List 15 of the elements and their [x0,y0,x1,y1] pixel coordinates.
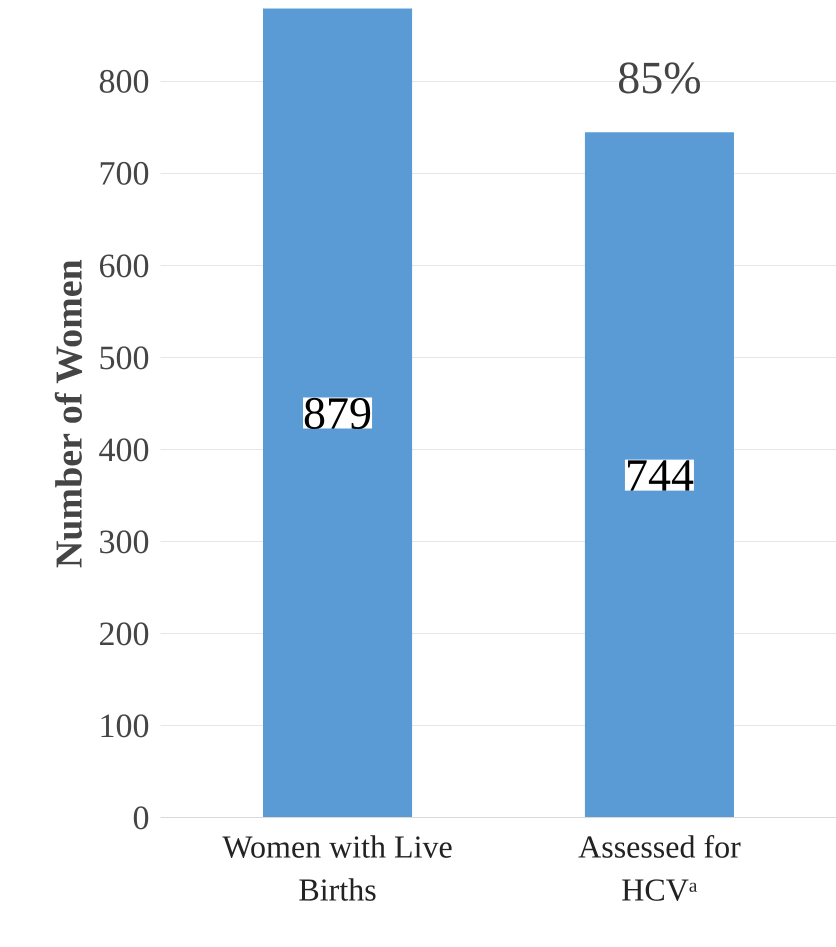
y-tick-label: 500 [98,340,150,377]
y-tick-label: 600 [98,248,150,285]
y-tick-label: 100 [98,708,150,745]
y-tick-label: 200 [98,616,150,653]
annotation: 85% [617,52,702,104]
y-tick-label: 300 [98,524,150,561]
y-tick-label: 0 [132,800,150,837]
y-tick-label: 800 [98,64,150,101]
y-tick-label: 700 [98,156,150,193]
x-tick-label: Assessed for HCVᵃ [578,828,742,908]
data-label: 744 [624,450,694,501]
y-axis-title: Number of Women [48,259,90,568]
y-tick-label: 400 [98,432,150,469]
data-label: 879 [303,388,372,438]
x-tick-label: Women with Live Births [222,828,453,908]
